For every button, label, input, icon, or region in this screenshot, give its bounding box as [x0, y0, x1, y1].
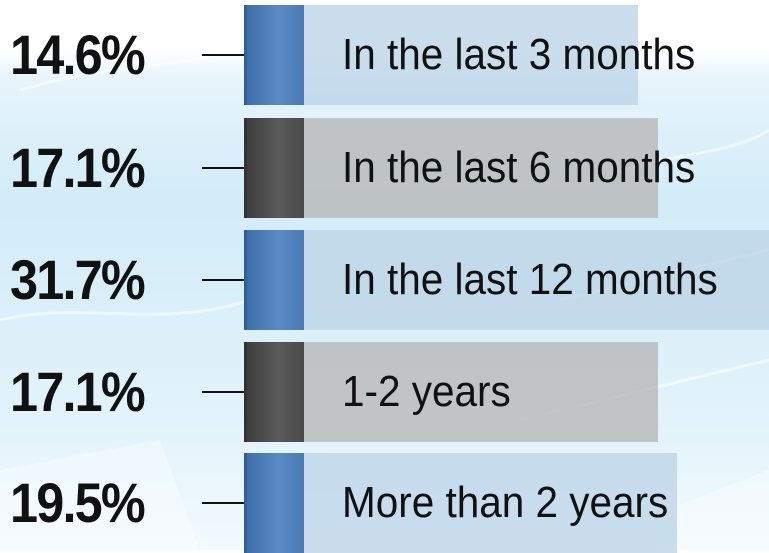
bar-marker [244, 342, 304, 442]
value-label: 31.7% [10, 248, 146, 311]
bar-row: 31.7% In the last 12 months [0, 230, 769, 330]
category-label: 1-2 years [342, 367, 511, 416]
bar-marker [244, 118, 304, 218]
bar [304, 342, 658, 442]
connector-line [202, 54, 244, 56]
bar-marker [244, 5, 304, 105]
value-label: 14.6% [10, 23, 146, 86]
category-label: In the last 3 months [342, 30, 696, 79]
bar [304, 118, 658, 218]
connector-line [202, 502, 244, 504]
bar [304, 453, 677, 553]
bar-marker [244, 453, 304, 553]
value-label: 17.1% [10, 360, 146, 423]
bar-row: 17.1% 1-2 years [0, 342, 769, 442]
category-label: More than 2 years [342, 478, 669, 527]
category-label: In the last 6 months [342, 143, 696, 192]
bar-marker [244, 230, 304, 330]
connector-line [202, 279, 244, 281]
bar [304, 230, 769, 330]
bar [304, 5, 638, 105]
category-label: In the last 12 months [342, 255, 718, 304]
value-label: 17.1% [10, 136, 146, 199]
bar-row: 19.5% More than 2 years [0, 453, 769, 553]
connector-line [202, 167, 244, 169]
value-label: 19.5% [10, 471, 146, 534]
bar-row: 17.1% In the last 6 months [0, 118, 769, 218]
connector-line [202, 391, 244, 393]
bar-row: 14.6% In the last 3 months [0, 5, 769, 105]
